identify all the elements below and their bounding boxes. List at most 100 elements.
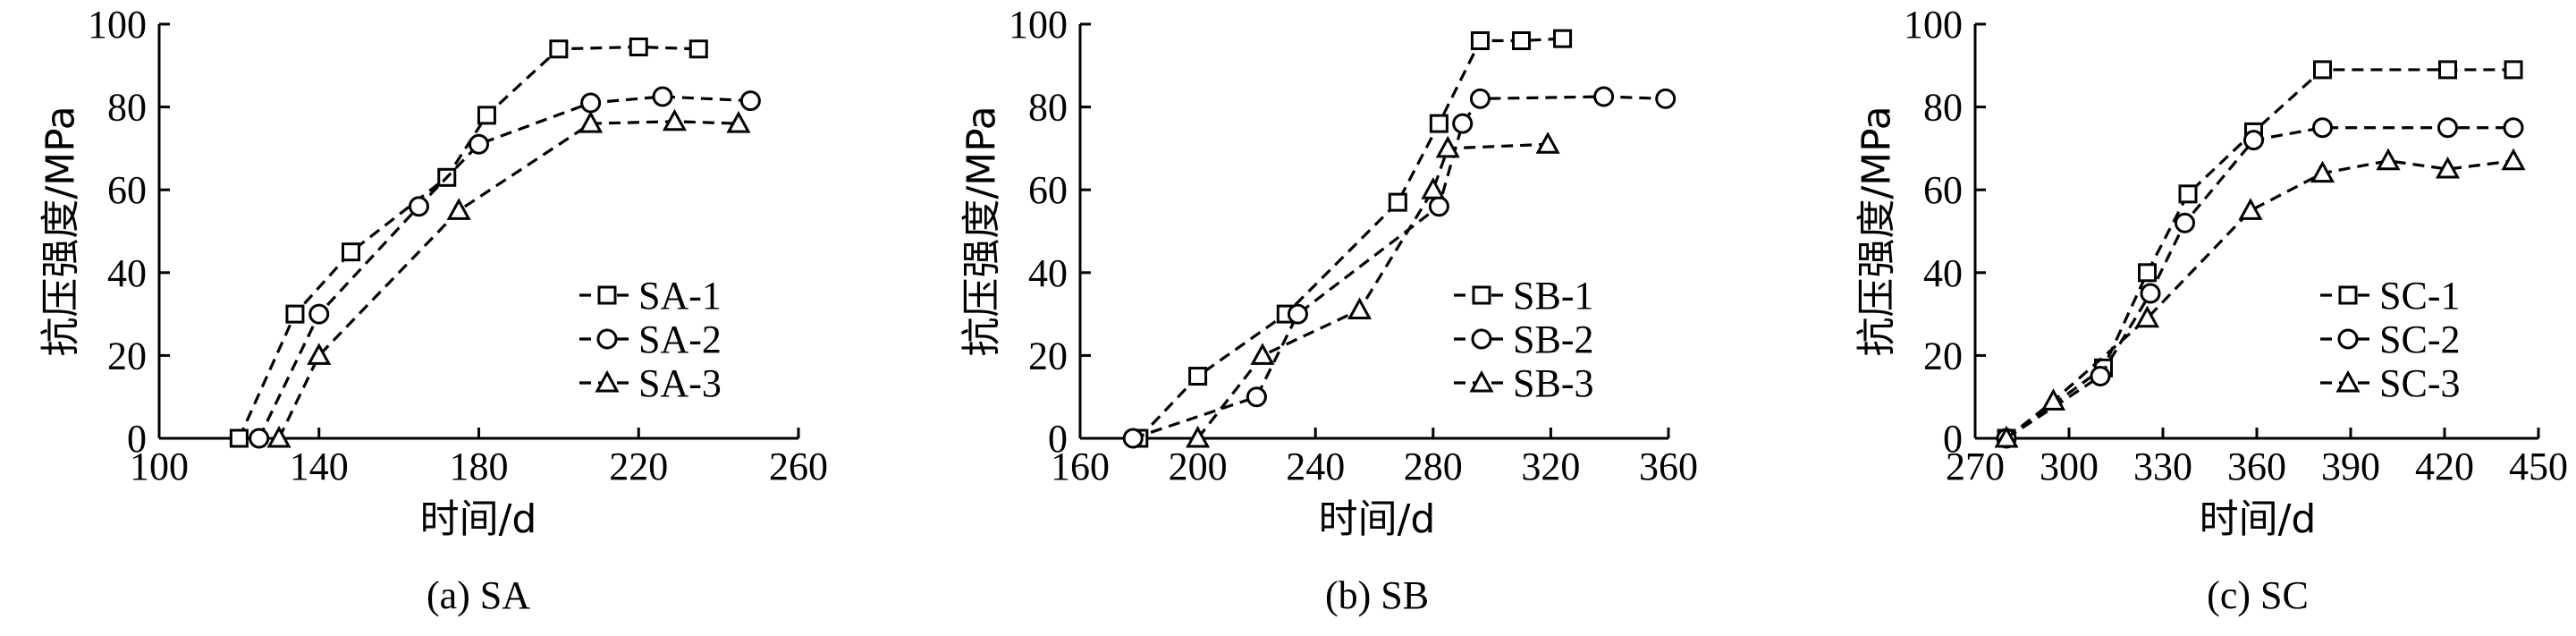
legend-label: SC-2 [2379, 318, 2460, 361]
y-tick-label: 40 [1923, 251, 1963, 295]
data-point-sb-2 [1246, 386, 1267, 408]
legend-label: SA-3 [638, 361, 722, 405]
data-point-sa-1 [285, 304, 305, 324]
data-point-sb-1 [1553, 29, 1573, 48]
legend: SB-1SB-2SB-3 [1454, 274, 1593, 405]
data-point-sb-2 [1287, 303, 1308, 325]
data-point-sc-1 [2504, 60, 2523, 80]
data-point-sa-2 [652, 86, 673, 107]
data-point-sc-1 [2313, 60, 2332, 80]
data-point-sa-3 [307, 343, 332, 365]
legend-marker-sa-2 [596, 328, 618, 350]
panel-caption: (c) SC [2207, 573, 2309, 617]
x-tick-label: 450 [2509, 445, 2568, 488]
x-axis-title: 时间/d [2200, 496, 2317, 542]
data-point-sb-3 [1347, 297, 1372, 319]
chart-panel-2: 0 20 40 60 80 100 160 200 240 280 320 360 时间/d 抗压强度/M… [959, 3, 1699, 617]
x-tick-label: 360 [1639, 445, 1698, 488]
data-point-sc-2 [2140, 283, 2161, 304]
data-point-sa-1 [629, 37, 648, 56]
y-tick-label: 80 [1923, 86, 1963, 130]
data-point-sa-2 [308, 303, 330, 325]
series-line-sa-3 [277, 120, 739, 439]
data-point-sb-1 [1429, 114, 1448, 133]
data-point-sb-2 [1593, 86, 1615, 107]
y-axis-title: 抗压强度/MPa [959, 106, 1005, 356]
data-point-sb-1 [1388, 192, 1407, 212]
x-tick-label: 140 [290, 445, 349, 488]
chart-panel-1: 0 20 40 60 80 100 100 140 180 220 260 时间/d 抗压强度/MPa (… [38, 3, 829, 617]
y-tick-label: 80 [107, 86, 147, 130]
y-tick-label: 100 [1009, 3, 1068, 47]
data-point-sb-2 [1452, 113, 1474, 134]
y-tick-label: 40 [1028, 251, 1068, 295]
data-point-sc-3 [2310, 160, 2335, 183]
legend-label: SA-2 [638, 318, 722, 361]
x-tick-label: 270 [1946, 445, 2005, 488]
x-tick-label: 220 [609, 445, 668, 488]
data-point-sa-2 [580, 92, 602, 114]
legend-marker-sc-2 [2337, 328, 2359, 350]
legend-marker-sb-2 [1471, 328, 1492, 350]
y-tick-label: 60 [1923, 168, 1963, 212]
data-point-sb-1 [1188, 367, 1208, 386]
data-point-sb-2 [1469, 88, 1491, 109]
x-tick-label: 360 [2227, 445, 2286, 488]
data-point-sb-3 [1535, 131, 1560, 154]
data-point-sa-3 [662, 108, 688, 131]
data-point-sc-2 [2175, 212, 2195, 233]
y-axis-title: 抗压强度/MPa [1854, 106, 1900, 356]
y-tick-label: 60 [107, 168, 147, 212]
data-point-sc-1 [2178, 184, 2198, 204]
x-tick-label: 160 [1051, 445, 1110, 488]
y-tick-label: 80 [1028, 86, 1068, 130]
y-tick-label: 40 [107, 251, 147, 295]
data-point-sc-3 [1994, 425, 2019, 448]
data-point-sc-3 [2376, 148, 2401, 171]
data-point-sb-3 [1435, 135, 1460, 158]
data-point-sa-2 [739, 90, 761, 112]
data-point-sb-3 [1250, 343, 1275, 365]
y-tick-label: 0 [127, 417, 147, 461]
panel-caption: (a) SA [427, 573, 530, 617]
series-line-sc-3 [2006, 159, 2514, 440]
x-tick-label: 320 [1521, 445, 1580, 488]
legend-label: SC-1 [2379, 274, 2460, 318]
data-point-sa-1 [477, 106, 496, 125]
data-point-sb-2 [1428, 196, 1449, 217]
x-axis-title: 时间/d [1319, 496, 1436, 542]
data-point-sc-3 [2040, 388, 2066, 411]
legend-label: SC-3 [2379, 361, 2460, 405]
data-point-sb-3 [1421, 177, 1446, 199]
x-tick-label: 200 [1169, 445, 1228, 488]
y-tick-label: 20 [1923, 334, 1963, 377]
data-point-sc-3 [2435, 156, 2461, 179]
y-tick-label: 0 [1048, 417, 1068, 461]
legend-marker-sc-3 [2335, 369, 2361, 393]
legend-marker-sc-1 [2338, 285, 2358, 305]
data-point-sb-1 [1512, 31, 1531, 51]
series-line-sb-2 [1132, 95, 1666, 440]
x-tick-label: 280 [1404, 445, 1463, 488]
legend-label: SA-1 [638, 274, 722, 318]
y-tick-label: 0 [1943, 417, 1963, 461]
x-tick-label: 300 [2040, 445, 2099, 488]
data-point-sc-3 [2238, 198, 2263, 220]
data-point-sc-1 [2138, 263, 2157, 283]
data-point-sb-1 [1470, 31, 1490, 51]
legend-marker-sa-1 [597, 285, 617, 305]
series-line-sb-3 [1196, 142, 1549, 439]
data-point-sa-2 [408, 196, 429, 217]
x-tick-label: 100 [130, 445, 189, 488]
data-point-sc-3 [2134, 305, 2160, 328]
y-tick-label: 20 [1028, 334, 1068, 377]
data-point-sa-1 [549, 39, 569, 59]
y-tick-label: 20 [107, 334, 147, 377]
legend-marker-sb-1 [1472, 285, 1491, 305]
series-line-sc-2 [2006, 126, 2513, 440]
data-point-sc-1 [2438, 60, 2457, 80]
data-point-sb-3 [1186, 425, 1211, 448]
data-point-sa-1 [229, 428, 249, 448]
data-point-sc-2 [2437, 117, 2458, 139]
data-point-sc-2 [2243, 130, 2264, 151]
